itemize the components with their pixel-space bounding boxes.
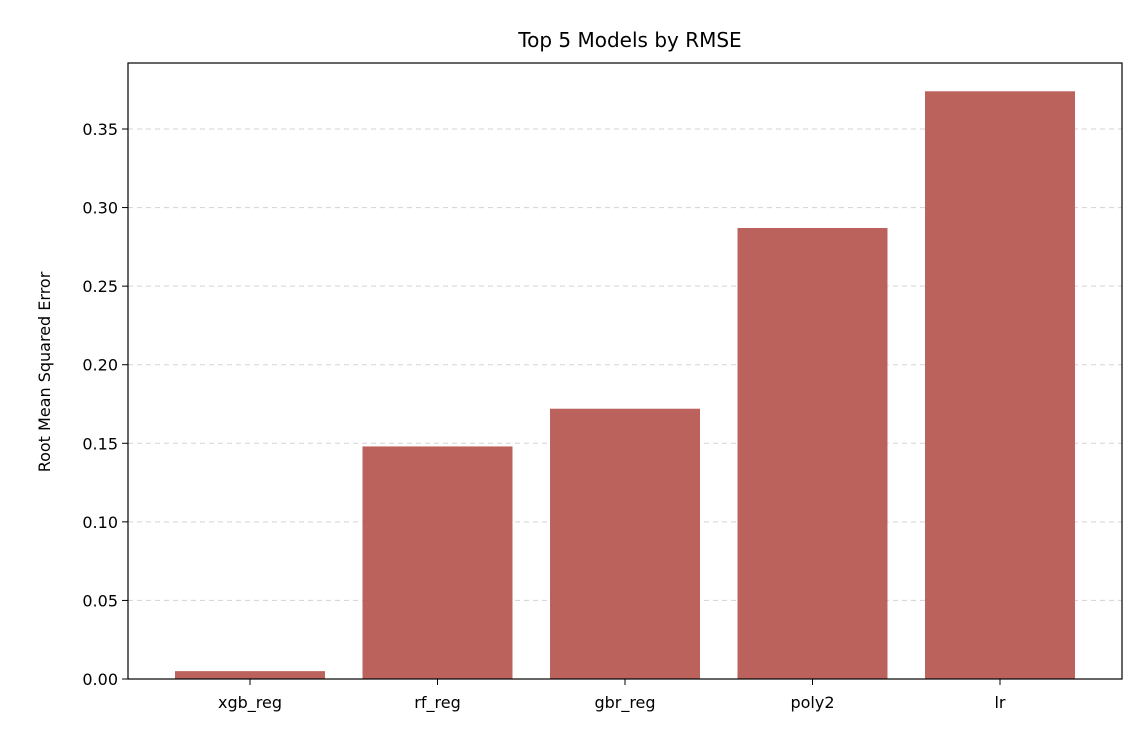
y-tick-label: 0.05	[82, 591, 118, 610]
x-tick-label: rf_reg	[414, 693, 460, 713]
chart-title: Top 5 Models by RMSE	[517, 28, 741, 52]
y-tick-label: 0.30	[82, 199, 118, 218]
y-tick-label: 0.35	[82, 120, 118, 139]
bar-lr	[925, 91, 1075, 680]
y-tick-label: 0.10	[82, 513, 118, 532]
bar-rf_reg	[362, 446, 513, 679]
x-axis-ticks: xgb_reg rf_reg gbr_reg poly2 lr	[218, 679, 1006, 713]
x-tick-label: lr	[994, 693, 1005, 712]
y-axis-ticks: 0.00 0.05 0.10 0.15 0.20 0.25 0.30 0.35	[82, 120, 128, 689]
y-tick-label: 0.25	[82, 277, 118, 296]
x-tick-label: xgb_reg	[218, 693, 282, 713]
x-tick-label: gbr_reg	[594, 693, 655, 713]
y-tick-label: 0.00	[82, 670, 118, 689]
bars	[175, 91, 1075, 680]
bar-poly2	[737, 228, 888, 679]
plot-frame	[127, 62, 1123, 680]
y-tick-label: 0.15	[82, 434, 118, 453]
y-axis-label: Root Mean Squared Error	[35, 271, 54, 472]
bar-gbr_reg	[550, 408, 700, 679]
y-tick-label: 0.20	[82, 356, 118, 375]
x-tick-label: poly2	[790, 693, 834, 712]
bar-xgb_reg	[175, 671, 325, 679]
